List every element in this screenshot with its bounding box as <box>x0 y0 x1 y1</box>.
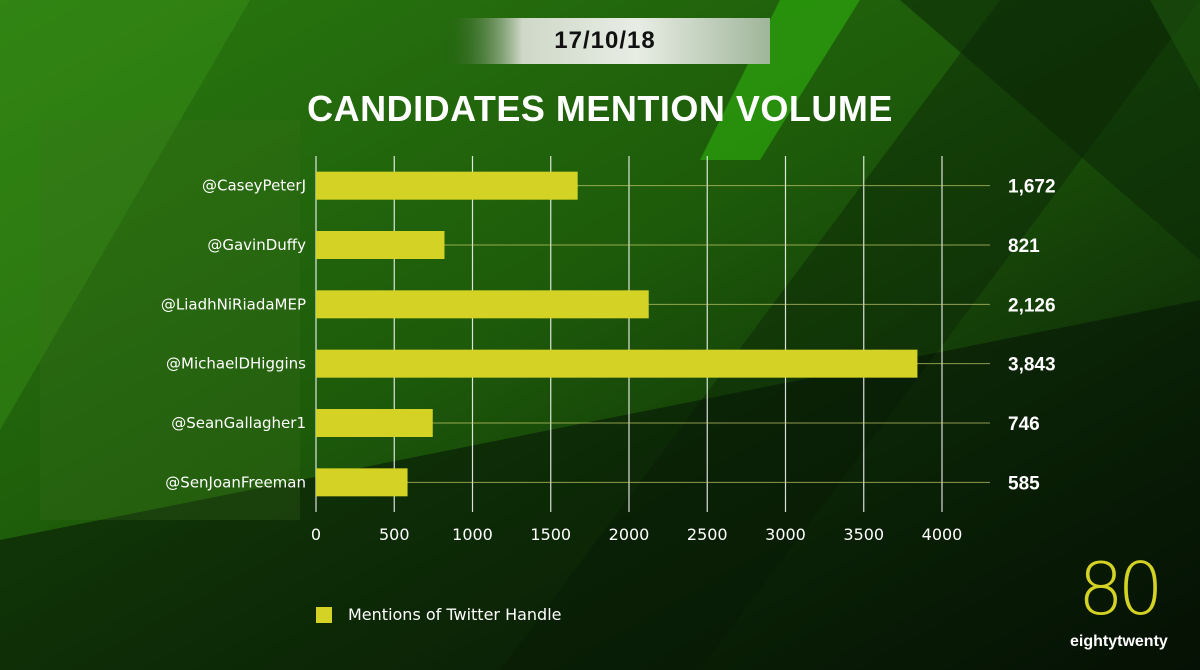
x-tick-label: 2000 <box>609 525 650 544</box>
category-label: @CaseyPeterJ <box>202 177 306 195</box>
logo-wordmark: eightytwenty <box>1070 633 1168 650</box>
data-label: 1,672 <box>1008 177 1056 198</box>
bar <box>316 349 918 378</box>
logo-number: 80 <box>1078 547 1164 631</box>
category-label: @SenJoanFreeman <box>165 473 306 491</box>
bar <box>316 231 445 259</box>
x-tick-label: 500 <box>379 525 410 544</box>
bar <box>316 409 433 437</box>
legend-label: Mentions of Twitter Handle <box>348 605 562 624</box>
legend-swatch <box>316 606 332 623</box>
data-label: 585 <box>1008 473 1040 494</box>
x-tick-label: 1500 <box>530 525 571 544</box>
data-label: 2,126 <box>1008 295 1056 316</box>
date-banner: 17/10/18 <box>554 27 656 54</box>
x-tick-label: 4000 <box>922 525 963 544</box>
data-label: 746 <box>1008 414 1040 435</box>
category-label: @MichaelDHiggins <box>166 355 306 373</box>
data-label: 3,843 <box>1008 355 1056 376</box>
category-label: @SeanGallagher1 <box>171 414 306 432</box>
x-tick-label: 3000 <box>765 525 806 544</box>
x-tick-label: 0 <box>311 525 321 544</box>
x-tick-label: 1000 <box>452 525 493 544</box>
x-tick-label: 3500 <box>843 525 884 544</box>
category-label: @GavinDuffy <box>207 236 306 254</box>
legend: Mentions of Twitter Handle <box>316 605 562 624</box>
bar <box>316 290 649 319</box>
bar <box>316 468 408 497</box>
category-label: @LiadhNiRiadaMEP <box>161 295 306 313</box>
bar <box>316 171 578 200</box>
x-tick-label: 2500 <box>687 525 728 544</box>
chart-title: CANDIDATES MENTION VOLUME <box>307 88 893 129</box>
data-label: 821 <box>1008 236 1040 257</box>
eightytwenty-logo: 80 eightytwenty <box>1070 547 1180 655</box>
